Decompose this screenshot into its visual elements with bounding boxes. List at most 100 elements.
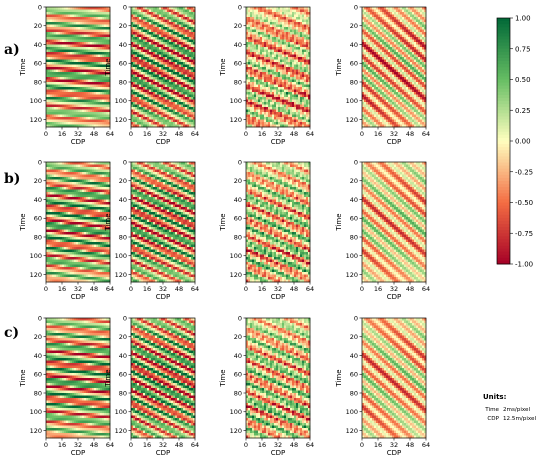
heatmap-cell xyxy=(106,90,108,93)
heatmap-cell xyxy=(181,22,183,25)
heatmap-cell xyxy=(54,102,56,105)
heatmap-cell xyxy=(143,67,145,70)
heatmap-cell xyxy=(418,10,420,13)
heatmap-cell xyxy=(161,120,163,123)
heatmap-cell xyxy=(163,62,165,65)
heatmap-cell xyxy=(139,117,141,120)
heatmap-cell xyxy=(270,67,272,70)
heatmap-cell xyxy=(155,55,157,58)
heatmap-cell xyxy=(418,22,420,25)
heatmap-cell xyxy=(256,12,258,15)
heatmap-cell xyxy=(64,85,66,88)
heatmap-cell xyxy=(254,100,256,103)
heatmap-cell xyxy=(68,37,70,40)
heatmap-cell xyxy=(286,65,288,68)
heatmap-cell xyxy=(248,110,250,113)
heatmap-cell xyxy=(304,35,306,38)
heatmap-cell xyxy=(183,7,185,10)
heatmap-cell xyxy=(300,80,302,83)
heatmap-cell xyxy=(262,17,264,20)
heatmap-cell xyxy=(104,77,106,80)
heatmap-cell xyxy=(278,35,280,38)
heatmap-cell xyxy=(290,65,292,68)
heatmap-cell xyxy=(420,10,422,13)
heatmap-cell xyxy=(94,67,96,70)
heatmap-cell xyxy=(270,55,272,58)
heatmap-cell xyxy=(294,45,296,48)
heatmap-cell xyxy=(56,10,58,13)
y-tick-label: 0 xyxy=(38,3,42,11)
heatmap-cell xyxy=(72,67,74,70)
heatmap-cell xyxy=(149,40,151,43)
heatmap-cell xyxy=(78,107,80,110)
heatmap-cell xyxy=(80,57,82,60)
heatmap-cell xyxy=(282,112,284,115)
heatmap-cell xyxy=(72,70,74,73)
heatmap-cell xyxy=(68,70,70,73)
heatmap-cell xyxy=(64,60,66,63)
heatmap-cell xyxy=(159,20,161,23)
heatmap-cell xyxy=(274,97,276,100)
heatmap-cell xyxy=(260,112,262,115)
heatmap-cell xyxy=(58,7,60,10)
heatmap-cell xyxy=(60,52,62,55)
heatmap-cell xyxy=(60,7,62,10)
heatmap-cell xyxy=(175,97,177,100)
heatmap-cell xyxy=(68,122,70,125)
heatmap-cell xyxy=(270,120,272,123)
heatmap-cell xyxy=(175,42,177,45)
heatmap-cell xyxy=(139,107,141,110)
heatmap-cell xyxy=(189,80,191,83)
heatmap-cell xyxy=(171,45,173,48)
heatmap-cell xyxy=(56,70,58,73)
heatmap-cell xyxy=(94,95,96,98)
heatmap-cell xyxy=(76,85,78,88)
heatmap-cell xyxy=(185,72,187,75)
heatmap-cell xyxy=(82,75,84,78)
heatmap-cell xyxy=(74,97,76,100)
heatmap-cell xyxy=(276,65,278,68)
heatmap-cell xyxy=(278,30,280,33)
heatmap-cell xyxy=(90,55,92,58)
heatmap-cell xyxy=(248,97,250,100)
heatmap-cell xyxy=(52,10,54,13)
heatmap-cell xyxy=(74,67,76,70)
heatmap-cell xyxy=(272,85,274,88)
heatmap-cell xyxy=(62,17,64,20)
heatmap-cell xyxy=(62,72,64,75)
heatmap-cell xyxy=(133,62,135,65)
heatmap-cell xyxy=(169,20,171,23)
heatmap-cell xyxy=(102,40,104,43)
heatmap-cell xyxy=(58,15,60,18)
heatmap-cell xyxy=(298,57,300,60)
heatmap-cell xyxy=(284,77,286,80)
heatmap-cell xyxy=(52,70,54,73)
heatmap-cell xyxy=(167,10,169,13)
heatmap-cell xyxy=(106,87,108,90)
heatmap-cell xyxy=(280,30,282,33)
heatmap-cell xyxy=(90,95,92,98)
heatmap-cell xyxy=(84,102,86,105)
heatmap-cell xyxy=(139,82,141,85)
heatmap-cell xyxy=(372,10,374,13)
heatmap-cell xyxy=(60,75,62,78)
heatmap-cell xyxy=(294,62,296,65)
heatmap-cell xyxy=(70,22,72,25)
heatmap-cell xyxy=(163,17,165,20)
heatmap-cell xyxy=(56,107,58,110)
heatmap-cell xyxy=(183,50,185,53)
heatmap-cell xyxy=(288,55,290,58)
heatmap-cell xyxy=(254,32,256,35)
heatmap-cell xyxy=(173,52,175,55)
heatmap-cell xyxy=(398,7,400,10)
heatmap-cell xyxy=(58,87,60,90)
heatmap-cell xyxy=(256,92,258,95)
heatmap-cell xyxy=(141,45,143,48)
heatmap-cell xyxy=(106,40,108,43)
heatmap-cell xyxy=(177,30,179,33)
heatmap-cell xyxy=(135,112,137,115)
heatmap-cell xyxy=(364,12,366,15)
heatmap-cell xyxy=(284,60,286,63)
heatmap-cell xyxy=(161,102,163,105)
